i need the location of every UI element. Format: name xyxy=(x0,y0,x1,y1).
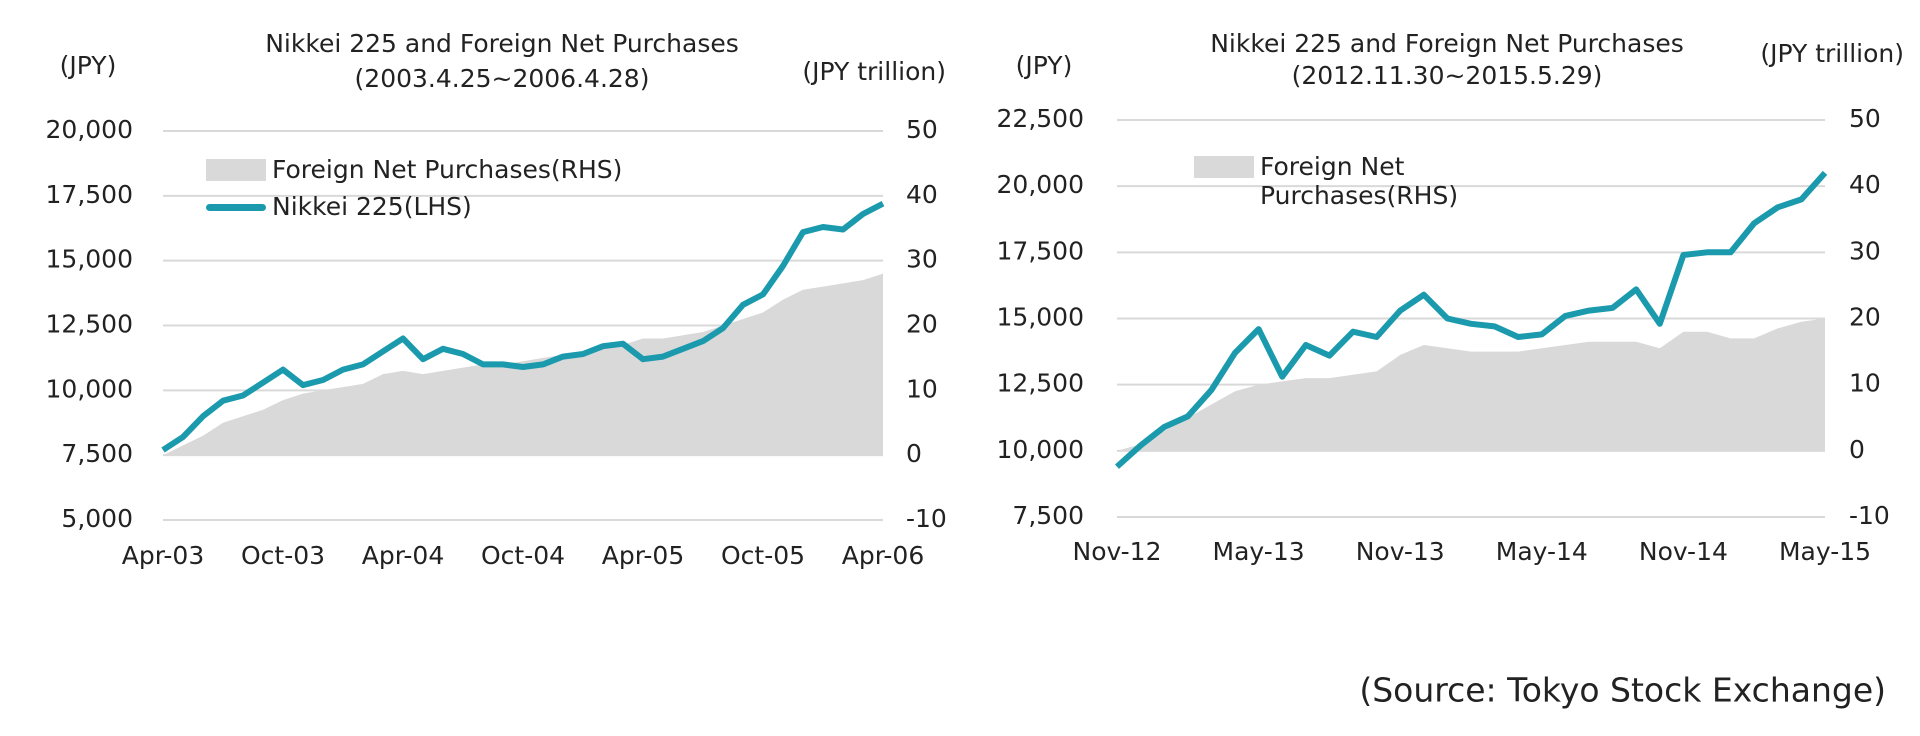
y-tick-label: 12,500 xyxy=(46,310,133,339)
legend-swatch xyxy=(206,204,266,211)
x-tick-label: May-13 xyxy=(1213,537,1305,566)
legend-entry: Foreign Net Purchases(RHS) xyxy=(206,155,706,184)
y2-tick-label: 30 xyxy=(906,245,938,274)
x-tick-label: Apr-04 xyxy=(362,541,444,570)
x-tick-label: Apr-03 xyxy=(122,541,204,570)
y2-tick-label: 40 xyxy=(1849,170,1881,199)
y-axis-label: (JPY) xyxy=(1016,51,1073,80)
y2-tick-label: -10 xyxy=(1849,501,1890,530)
x-tick-label: May-14 xyxy=(1496,537,1588,566)
y2-tick-label: 50 xyxy=(906,115,938,144)
y-tick-label: 15,000 xyxy=(46,245,133,274)
legend-label: Foreign Net Purchases(RHS) xyxy=(1260,152,1459,210)
y-tick-label: 15,000 xyxy=(997,303,1084,332)
y-tick-label: 7,500 xyxy=(1012,501,1084,530)
legend-label: Foreign Net Purchases(RHS) xyxy=(272,155,623,184)
legend-swatch xyxy=(1194,156,1254,178)
legend: Foreign Net Purchases(RHS) xyxy=(1194,152,1458,218)
y2-tick-label: 10 xyxy=(906,374,938,403)
source: (Source: Tokyo Stock Exchange) xyxy=(1359,671,1886,710)
line xyxy=(1114,170,1828,469)
legend-entry: Foreign Net Purchases(RHS) xyxy=(1194,152,1458,210)
y-tick-label: 17,500 xyxy=(46,180,133,209)
y-axis-label: (JPY) xyxy=(60,51,117,80)
y-tick-label: 7,500 xyxy=(61,439,133,468)
chart-subtitle: (2003.4.25~2006.4.28) xyxy=(355,64,650,93)
y2-tick-label: 20 xyxy=(1849,303,1881,332)
y2-tick-label: 20 xyxy=(906,310,938,339)
y2-tick-label: 30 xyxy=(1849,236,1881,265)
y2-tick-label: -10 xyxy=(906,504,947,533)
x-tick-label: Nov-13 xyxy=(1356,537,1445,566)
x-tick-label: Nov-14 xyxy=(1639,537,1728,566)
y2-tick-label: 40 xyxy=(906,180,938,209)
chart-subtitle: (2012.11.30~2015.5.29) xyxy=(1292,61,1603,90)
y-tick-label: 22,500 xyxy=(997,104,1084,133)
legend-label: Nikkei 225(LHS) xyxy=(272,192,472,221)
legend: Foreign Net Purchases(RHS) Nikkei 225(LHS… xyxy=(206,155,706,229)
y-tick-label: 20,000 xyxy=(46,115,133,144)
y-tick-label: 5,000 xyxy=(61,504,133,533)
y-tick-label: 10,000 xyxy=(46,374,133,403)
x-tick-label: Nov-12 xyxy=(1073,537,1162,566)
y-tick-label: 17,500 xyxy=(997,236,1084,265)
chart-title: Nikkei 225 and Foreign Net Purchases xyxy=(1210,29,1684,58)
legend-entry: Nikkei 225(LHS) xyxy=(206,192,706,221)
legend-swatch xyxy=(206,159,266,181)
x-tick-label: May-15 xyxy=(1779,537,1871,566)
y2-tick-label: 10 xyxy=(1849,369,1881,398)
x-tick-label: Apr-06 xyxy=(842,541,924,570)
y2-tick-label: 0 xyxy=(906,439,922,468)
y-tick-label: 20,000 xyxy=(997,170,1084,199)
chart-title: Nikkei 225 and Foreign Net Purchases xyxy=(265,29,739,58)
x-tick-label: Oct-03 xyxy=(241,541,325,570)
line xyxy=(161,200,885,453)
y-tick-label: 12,500 xyxy=(997,369,1084,398)
y2-axis-label: (JPY trillion) xyxy=(1760,39,1904,68)
y2-tick-label: 0 xyxy=(1849,435,1865,464)
x-tick-label: Oct-05 xyxy=(721,541,805,570)
y-tick-label: 10,000 xyxy=(997,435,1084,464)
x-tick-label: Oct-04 xyxy=(481,541,565,570)
area xyxy=(1117,318,1825,451)
y2-tick-label: 50 xyxy=(1849,104,1881,133)
x-tick-label: Apr-05 xyxy=(602,541,684,570)
y2-axis-label: (JPY trillion) xyxy=(802,57,946,86)
